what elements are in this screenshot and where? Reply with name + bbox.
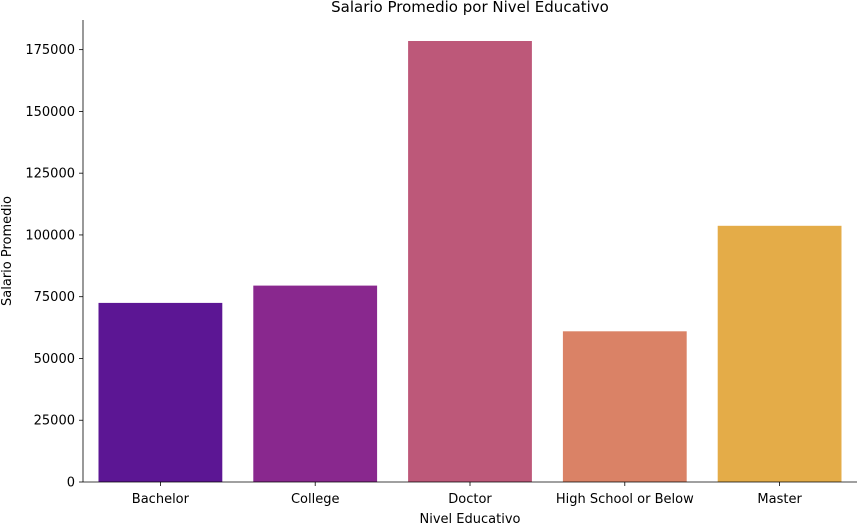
bar-high-school-or-below	[562, 331, 687, 482]
x-tick-label: Doctor	[448, 492, 492, 507]
y-axis-label: Salario Promedio	[0, 196, 15, 306]
bars-group	[98, 41, 842, 483]
x-tick-label: Master	[757, 492, 802, 507]
bar-bachelor	[98, 302, 223, 482]
x-axis: Bachelor College Doctor High School or Belo…	[83, 481, 857, 507]
chart-title: Salario Promedio por Nivel Educativo	[331, 0, 609, 16]
y-tick-label: 125000	[25, 167, 75, 182]
y-tick-label: 100000	[25, 228, 75, 243]
x-tick-label: College	[291, 492, 340, 507]
y-tick-label: 75000	[34, 290, 75, 305]
bar-master	[717, 225, 842, 483]
x-axis-label: Nivel Educativo	[420, 512, 521, 525]
y-axis: 0 25000 50000 75000 100000 125000 150000 175000	[25, 20, 84, 491]
y-tick-label: 175000	[25, 43, 75, 58]
y-tick-label: 0	[67, 476, 75, 491]
bar-college	[253, 285, 378, 482]
x-tick-label: High School or Below	[556, 492, 694, 507]
bar-doctor	[408, 41, 532, 482]
x-tick-label: Bachelor	[132, 492, 190, 507]
y-tick-label: 50000	[34, 352, 75, 367]
y-tick-label: 25000	[34, 414, 75, 429]
y-tick-label: 150000	[25, 105, 75, 120]
